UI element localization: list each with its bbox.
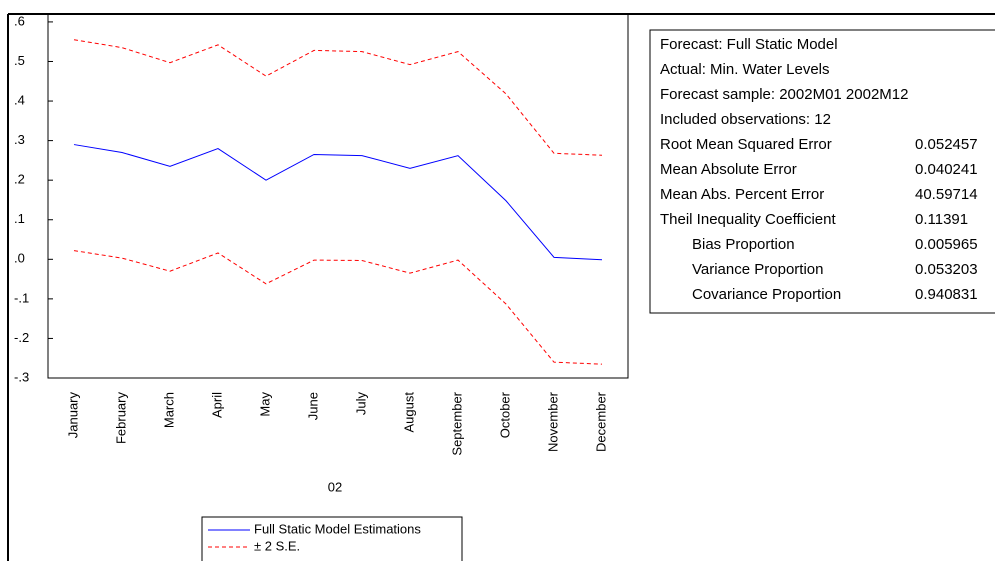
x-tick-label: October bbox=[497, 391, 512, 438]
x-tick-label: March bbox=[161, 392, 176, 428]
x-tick-label: September bbox=[449, 391, 464, 455]
stats-header: Forecast: Full Static Model bbox=[660, 36, 838, 53]
x-tick-label: August bbox=[401, 392, 416, 433]
x-axis-label: 02 bbox=[328, 479, 342, 494]
stats-label: Variance Proportion bbox=[692, 261, 823, 278]
y-tick-label: .5 bbox=[14, 53, 25, 68]
y-tick-label: .3 bbox=[14, 132, 25, 147]
stats-label: Mean Absolute Error bbox=[660, 161, 797, 178]
stats-label: Covariance Proportion bbox=[692, 286, 841, 303]
y-tick-label: -.2 bbox=[14, 330, 29, 345]
stats-value: 0.052457 bbox=[915, 136, 978, 153]
stats-label: Theil Inequality Coefficient bbox=[660, 211, 836, 228]
x-tick-label: April bbox=[209, 392, 224, 418]
stats-label: Root Mean Squared Error bbox=[660, 136, 832, 153]
x-tick-label: January bbox=[65, 392, 80, 439]
y-tick-label: -.3 bbox=[14, 369, 29, 384]
stats-value: 40.59714 bbox=[915, 186, 978, 203]
stats-header: Actual: Min. Water Levels bbox=[660, 61, 830, 78]
legend-box bbox=[201, 516, 463, 561]
stats-value: 0.040241 bbox=[915, 161, 978, 178]
x-tick-label: July bbox=[353, 392, 368, 416]
stats-header: Included observations: 12 bbox=[660, 111, 831, 128]
y-tick-label: .1 bbox=[14, 211, 25, 226]
y-tick-label: .6 bbox=[14, 13, 25, 28]
series-line bbox=[73, 250, 603, 365]
stats-value: 0.053203 bbox=[915, 261, 978, 278]
x-tick-label: May bbox=[257, 392, 272, 417]
y-tick-label: -.1 bbox=[14, 290, 29, 305]
plot-frame bbox=[47, 13, 629, 379]
series-line bbox=[73, 39, 603, 156]
stats-box bbox=[649, 29, 995, 314]
stats-value: 0.11391 bbox=[915, 211, 968, 228]
stats-header: Forecast sample: 2002M01 2002M12 bbox=[660, 86, 908, 103]
x-tick-label: June bbox=[305, 392, 320, 420]
stats-value: 0.940831 bbox=[915, 286, 978, 303]
stats-value: 0.005965 bbox=[915, 236, 978, 253]
x-tick-label: November bbox=[545, 391, 560, 452]
stats-label: Mean Abs. Percent Error bbox=[660, 186, 824, 203]
x-tick-label: February bbox=[113, 392, 128, 445]
series-line bbox=[73, 144, 603, 261]
x-tick-label: December bbox=[593, 391, 608, 452]
legend-label: Full Static Model Estimations bbox=[254, 521, 421, 536]
y-tick-label: .2 bbox=[14, 172, 25, 187]
y-tick-label: .4 bbox=[14, 92, 25, 107]
y-tick-label: .0 bbox=[14, 251, 25, 266]
stats-label: Bias Proportion bbox=[692, 236, 795, 253]
legend-label: ± 2 S.E. bbox=[254, 538, 300, 553]
